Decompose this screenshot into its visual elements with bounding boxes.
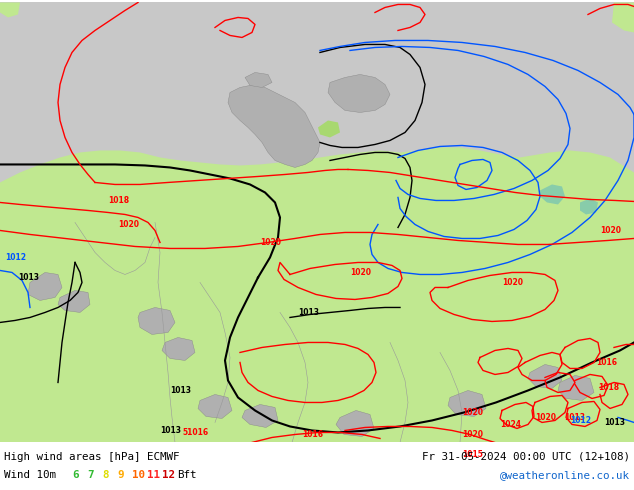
Text: 11: 11	[147, 470, 160, 480]
Polygon shape	[336, 411, 374, 437]
Polygon shape	[228, 84, 320, 168]
Text: 1018: 1018	[108, 196, 129, 205]
Text: 1013: 1013	[170, 386, 191, 395]
Polygon shape	[28, 272, 62, 300]
Text: 1012: 1012	[5, 253, 26, 262]
Polygon shape	[580, 198, 598, 215]
Polygon shape	[528, 365, 562, 389]
Text: 1016: 1016	[596, 358, 617, 367]
Text: Fr 31-05-2024 00:00 UTC (12+108): Fr 31-05-2024 00:00 UTC (12+108)	[422, 452, 630, 462]
Text: @weatheronline.co.uk: @weatheronline.co.uk	[500, 470, 630, 480]
Polygon shape	[558, 375, 594, 400]
Text: 9: 9	[117, 470, 124, 480]
Polygon shape	[58, 291, 90, 313]
Text: 6: 6	[72, 470, 79, 480]
Polygon shape	[245, 73, 272, 87]
Text: 1018: 1018	[598, 383, 619, 392]
Polygon shape	[242, 404, 278, 427]
Polygon shape	[328, 74, 390, 113]
Text: 51016: 51016	[182, 428, 208, 437]
Text: 1013: 1013	[298, 308, 319, 317]
Text: 1015: 1015	[462, 450, 483, 459]
Text: 1013: 1013	[160, 426, 181, 435]
Text: 1013: 1013	[18, 273, 39, 282]
Text: 1020: 1020	[462, 408, 483, 417]
Text: 12: 12	[162, 470, 175, 480]
Polygon shape	[448, 391, 486, 416]
Polygon shape	[198, 394, 232, 418]
Text: 1020: 1020	[600, 226, 621, 235]
Polygon shape	[540, 184, 565, 204]
Text: 1020: 1020	[535, 413, 556, 422]
Text: High wind areas [hPa] ECMWF: High wind areas [hPa] ECMWF	[4, 452, 179, 462]
Polygon shape	[162, 338, 195, 361]
Text: 7: 7	[87, 470, 93, 480]
Text: 1020: 1020	[118, 220, 139, 229]
Text: 1013: 1013	[604, 418, 625, 427]
Text: 1020: 1020	[350, 268, 371, 277]
Text: 1016: 1016	[302, 430, 323, 439]
Polygon shape	[0, 2, 20, 18]
Text: 1024: 1024	[500, 420, 521, 429]
Text: 1020: 1020	[260, 238, 281, 247]
Polygon shape	[612, 2, 634, 32]
Polygon shape	[0, 147, 634, 442]
Text: 8: 8	[102, 470, 108, 480]
Polygon shape	[318, 121, 340, 138]
Text: 1012: 1012	[570, 416, 591, 425]
Text: Wind 10m: Wind 10m	[4, 470, 56, 480]
Text: 1020: 1020	[462, 430, 483, 439]
Polygon shape	[0, 2, 634, 442]
Polygon shape	[138, 307, 175, 335]
Text: 1013: 1013	[564, 413, 585, 422]
Text: Bft: Bft	[177, 470, 197, 480]
Text: 10: 10	[132, 470, 145, 480]
Text: 1020: 1020	[502, 278, 523, 287]
